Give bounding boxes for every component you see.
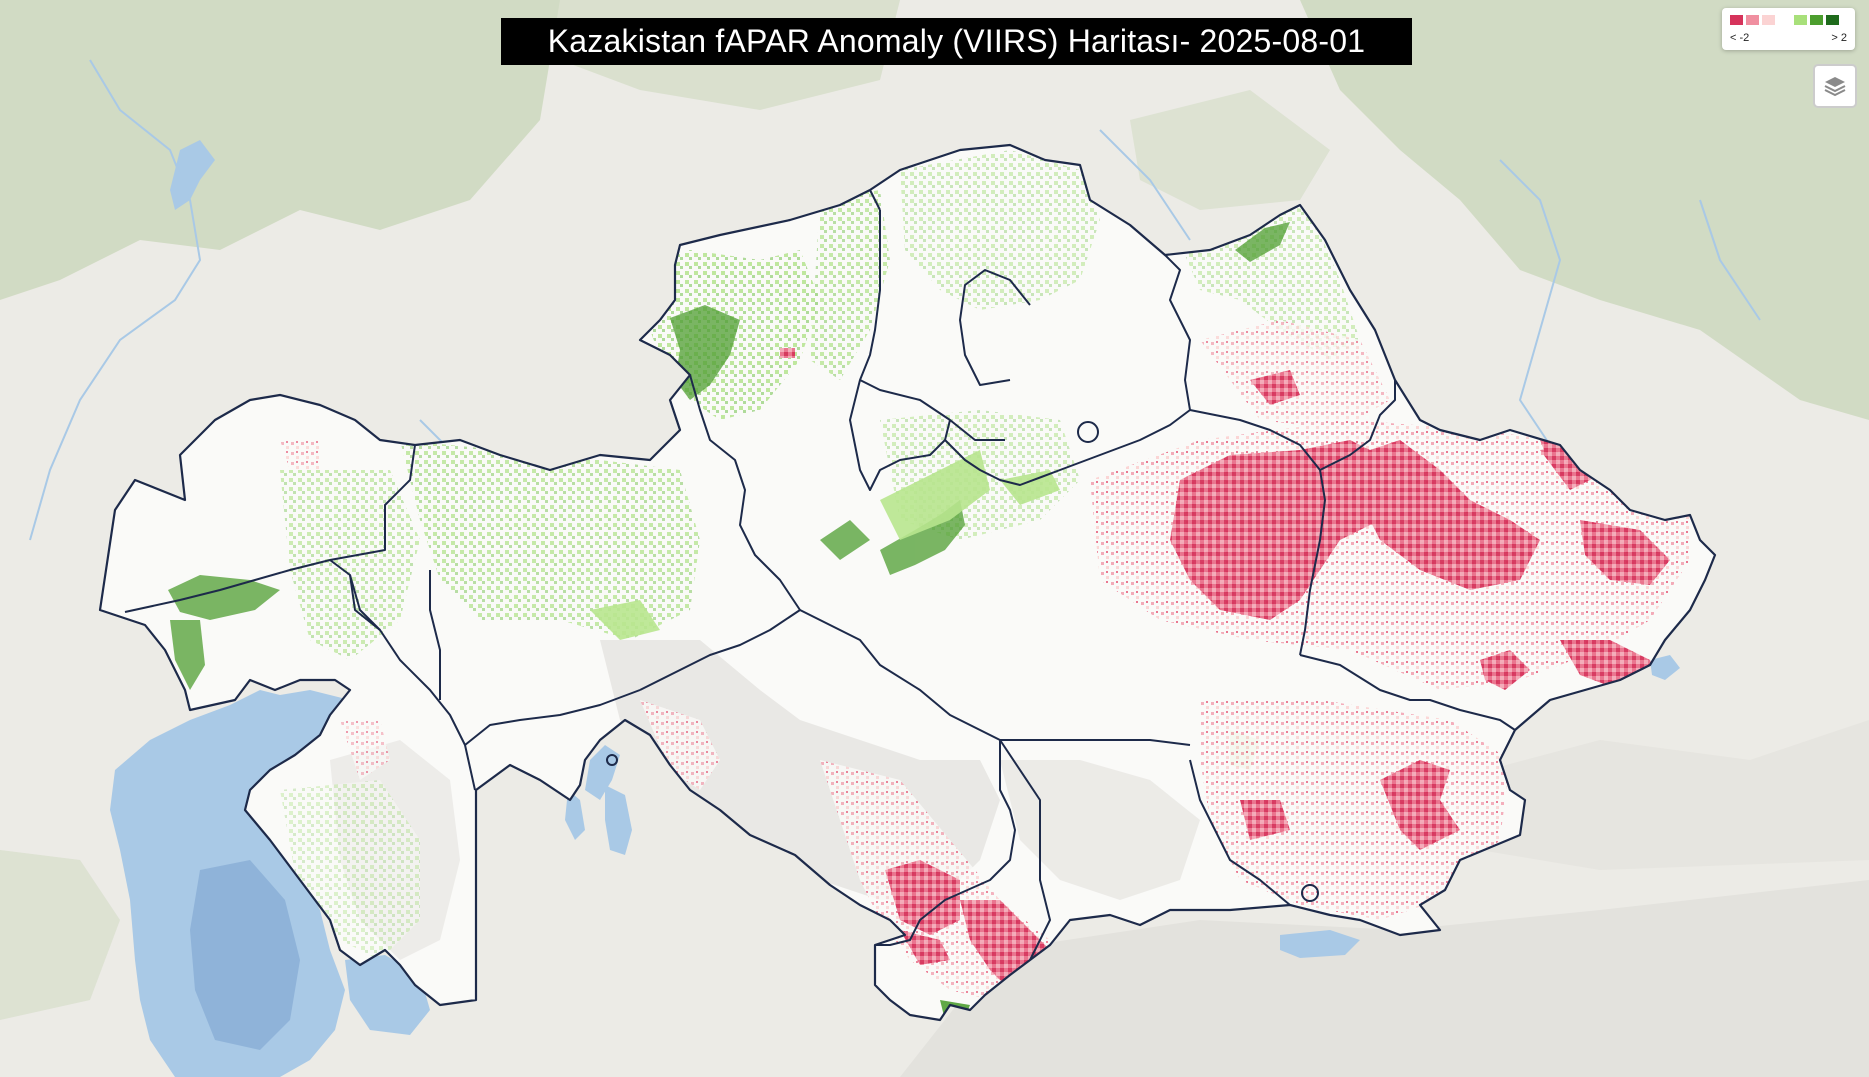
- lake-issyk-kul: [1280, 930, 1360, 958]
- positive-anomalies: [280, 150, 1360, 960]
- legend-swatch: [1794, 15, 1807, 25]
- region-boundaries: [98, 143, 1717, 1022]
- terrain-shading: [900, 720, 1869, 1077]
- legend-min-label: < -2: [1730, 32, 1750, 44]
- aral-sea-south: [565, 790, 585, 840]
- layers-icon: [1824, 77, 1846, 97]
- legend-swatch: [1746, 15, 1759, 25]
- lake-alakol: [1650, 655, 1680, 680]
- legend-color-scale: [1730, 15, 1839, 25]
- volga-reservoir: [170, 140, 215, 210]
- caspian-deep: [190, 860, 300, 1050]
- legend-swatch: [1826, 15, 1839, 25]
- layers-button[interactable]: [1813, 64, 1857, 108]
- legend-swatch: [1730, 15, 1743, 25]
- map-title: Kazakistan fAPAR Anomaly (VIIRS) Haritas…: [501, 18, 1412, 65]
- aral-sea-north: [585, 745, 620, 800]
- legend-swatch: [1762, 15, 1775, 25]
- legend: < -2 > 2: [1722, 8, 1855, 50]
- aral-sea-east: [605, 785, 632, 855]
- legend-swatch: [1778, 15, 1791, 25]
- legend-max-label: > 2: [1831, 32, 1847, 44]
- legend-swatch: [1810, 15, 1823, 25]
- city-boundaries: [606, 421, 1319, 902]
